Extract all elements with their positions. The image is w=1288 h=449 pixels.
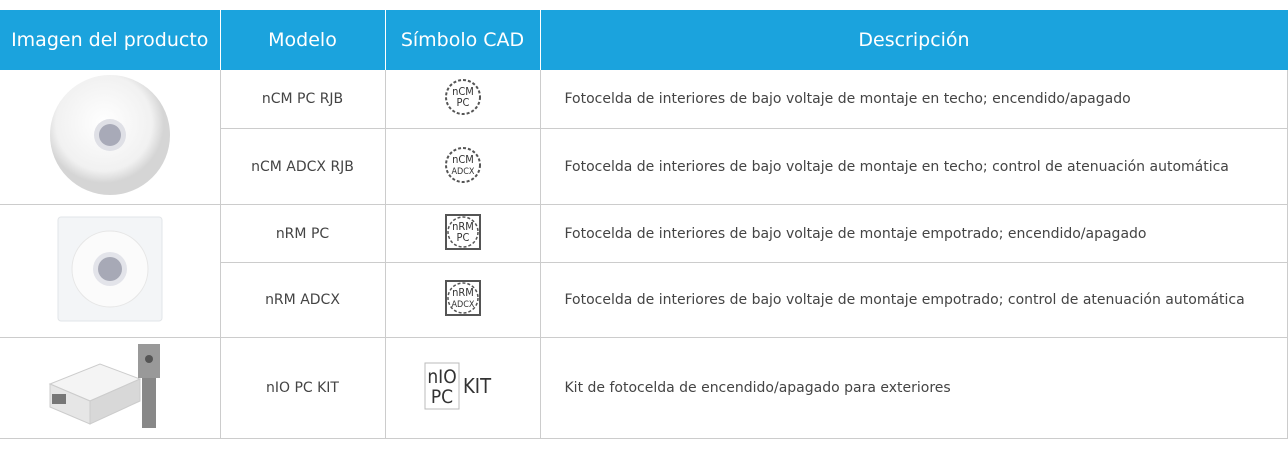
- cad-label: PC: [456, 96, 469, 109]
- page: Imagen del producto Modelo Símbolo CAD D…: [0, 10, 1288, 449]
- product-image: [0, 204, 221, 338]
- cad-label: nCM: [452, 85, 474, 98]
- cad-symbol: nRM ADCX: [385, 262, 541, 338]
- cad-label: nCM: [452, 153, 474, 166]
- model: nCM ADCX RJB: [220, 128, 386, 205]
- model: nRM PC: [220, 204, 386, 263]
- product-table: Imagen del producto Modelo Símbolo CAD D…: [0, 10, 1288, 439]
- cad-symbol: nIO PC KIT: [385, 337, 541, 439]
- ceiling-sensor-image: [49, 75, 170, 195]
- cad-outline: [444, 280, 481, 316]
- cad-label: KIT: [463, 374, 492, 398]
- cad-label: ADCX: [451, 167, 474, 177]
- cad-symbol: nCM ADCX: [385, 128, 541, 205]
- column-header: Imagen del producto: [0, 10, 221, 70]
- header-row: Imagen del producto Modelo Símbolo CAD D…: [0, 10, 1288, 70]
- cad-symbol: nCM PC: [385, 70, 541, 130]
- cad-label: PC: [430, 386, 452, 408]
- product-image: [0, 70, 221, 205]
- model: nRM ADCX: [220, 262, 386, 338]
- description: Fotocelda de interiores de bajo voltaje …: [540, 70, 1288, 130]
- outdoor-kit-image: [48, 343, 160, 428]
- cad-outline: [446, 282, 479, 314]
- model: nIO PC KIT: [220, 337, 386, 439]
- cad-outline: [446, 215, 479, 248]
- cad-outline: [444, 146, 481, 183]
- column-header: Descripción: [540, 10, 1288, 70]
- description: Fotocelda de interiores de bajo voltaje …: [540, 204, 1288, 263]
- cad-label: PC: [456, 231, 469, 244]
- column-header: Símbolo CAD: [385, 10, 541, 70]
- cad-label: nRM: [452, 286, 474, 299]
- description: Fotocelda de interiores de bajo voltaje …: [540, 128, 1288, 205]
- cad-outline: [444, 213, 481, 250]
- recessed-sensor-image: [57, 216, 163, 322]
- description: Kit de fotocelda de encendido/apagado pa…: [540, 337, 1288, 439]
- cad-symbol: nRM PC: [385, 204, 541, 263]
- cad-label: nIO: [427, 366, 456, 388]
- product-image: [0, 337, 221, 439]
- cad-label: nRM: [452, 220, 474, 233]
- cad-outline: [444, 79, 481, 116]
- description: Fotocelda de interiores de bajo voltaje …: [540, 262, 1288, 338]
- column-header: Modelo: [220, 10, 386, 70]
- cad-label: ADCX: [451, 300, 474, 310]
- model: nCM PC RJB: [220, 70, 386, 130]
- cad-outline: [424, 362, 459, 410]
